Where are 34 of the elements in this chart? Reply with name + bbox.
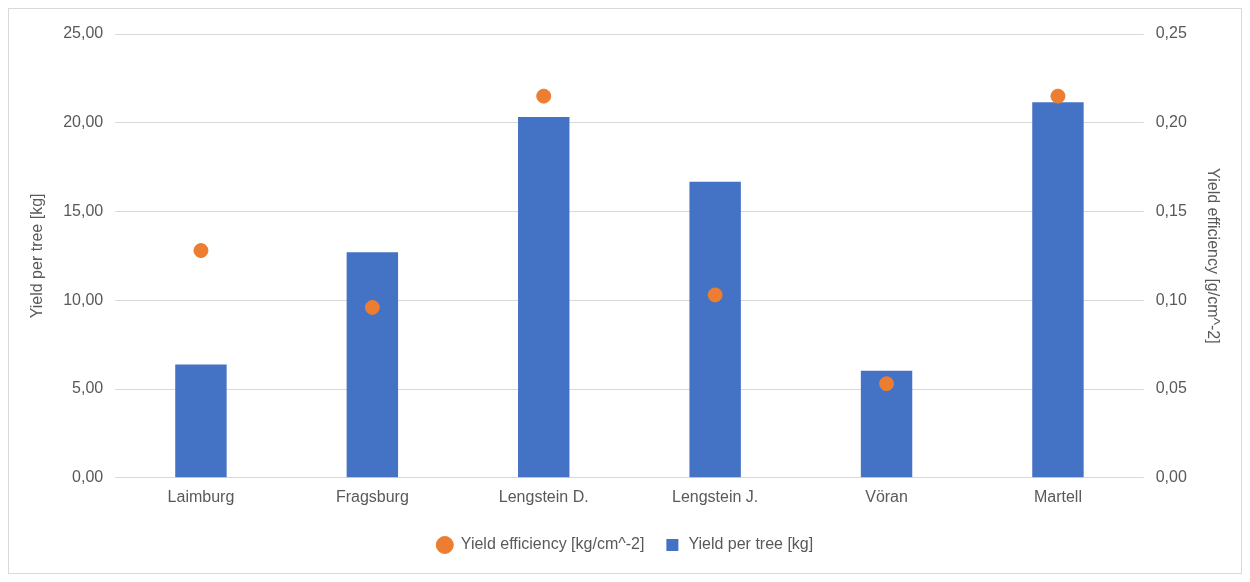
point: [879, 376, 895, 392]
y-tick-label: 20,00: [63, 113, 104, 131]
y2-tick-label: 0,15: [1155, 201, 1187, 219]
bar: [175, 364, 227, 478]
legend-label: Yield efficiency [kg/cm^-2]: [460, 535, 645, 553]
x-tick-label: Lengstein D.: [498, 487, 589, 505]
bar: [1032, 102, 1084, 478]
x-tick-label: Fragsburg: [335, 487, 409, 505]
point: [364, 299, 380, 315]
point: [1050, 88, 1066, 104]
y2-axis-title: Yield efficiency [g/cm^-2]: [1204, 168, 1222, 344]
x-tick-label: Vöran: [865, 487, 908, 505]
legend-label: Yield per tree [kg]: [688, 535, 814, 553]
bar: [689, 181, 741, 478]
point: [536, 88, 552, 104]
x-tick-label: Lengstein J.: [672, 487, 759, 505]
bar: [860, 370, 913, 478]
y2-tick-label: 0,10: [1155, 290, 1187, 308]
bar: [346, 252, 399, 478]
bar: [518, 116, 570, 478]
y2-tick-label: 0,00: [1155, 468, 1187, 486]
y2-tick-label: 0,20: [1155, 113, 1187, 131]
y-tick-label: 25,00: [63, 24, 104, 42]
x-tick-label: Martell: [1033, 487, 1082, 505]
y-tick-label: 5,00: [72, 379, 104, 397]
y-axis-title: Yield per tree [kg]: [28, 193, 46, 319]
point: [193, 243, 209, 259]
x-tick-label: Laimburg: [167, 487, 235, 505]
y-tick-label: 0,00: [72, 468, 104, 486]
y2-tick-label: 0,05: [1155, 379, 1187, 397]
y2-tick-label: 0,25: [1155, 24, 1187, 42]
y-tick-label: 15,00: [63, 201, 104, 219]
y-tick-label: 10,00: [63, 290, 104, 308]
point: [707, 287, 723, 303]
